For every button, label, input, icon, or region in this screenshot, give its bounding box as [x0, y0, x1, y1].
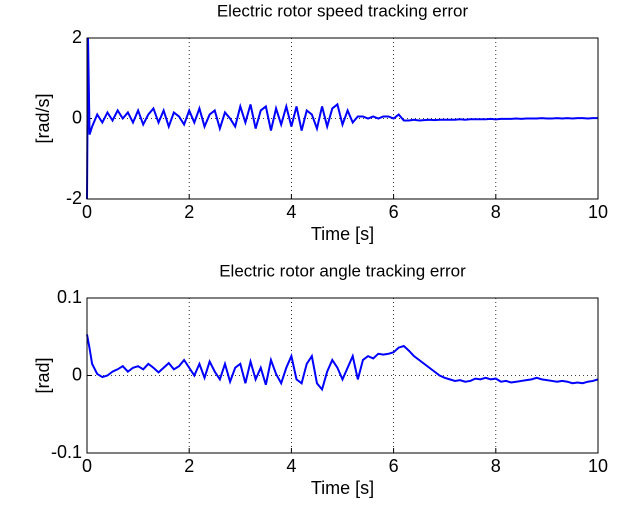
chart-title: Electric rotor angle tracking error [219, 261, 466, 280]
y-tick-label: 2 [72, 27, 82, 47]
x-axis-label: Time [s] [311, 478, 374, 498]
x-axis-label: Time [s] [311, 224, 374, 244]
y-tick-label: 0.1 [57, 287, 82, 307]
data-line [86, 334, 599, 392]
x-tick-label: 4 [286, 456, 296, 476]
x-tick-label: 2 [184, 202, 194, 222]
axes-box [86, 297, 599, 454]
x-tick-label: 4 [286, 202, 296, 222]
x-tick-label: 8 [491, 202, 501, 222]
x-tick-label: 6 [389, 202, 399, 222]
y-tick-label: 0 [72, 107, 82, 127]
y-tick-label: -2 [66, 188, 82, 208]
x-tick-label: 0 [82, 456, 92, 476]
data-line [86, 37, 598, 200]
axes-box [86, 37, 599, 200]
x-tick-label: 10 [588, 456, 608, 476]
y-axis-label: [rad] [33, 357, 53, 393]
x-tick-label: 0 [82, 202, 92, 222]
y-tick-label: -0.1 [51, 442, 82, 462]
x-tick-label: 2 [184, 456, 194, 476]
x-tick-label: 6 [389, 456, 399, 476]
y-tick-label: 0 [72, 364, 82, 384]
x-tick-label: 10 [588, 202, 608, 222]
y-axis-label: [rad/s] [33, 93, 53, 143]
x-tick-label: 8 [491, 456, 501, 476]
plot-area [87, 298, 598, 453]
chart-title: Electric rotor speed tracking error [217, 1, 469, 20]
